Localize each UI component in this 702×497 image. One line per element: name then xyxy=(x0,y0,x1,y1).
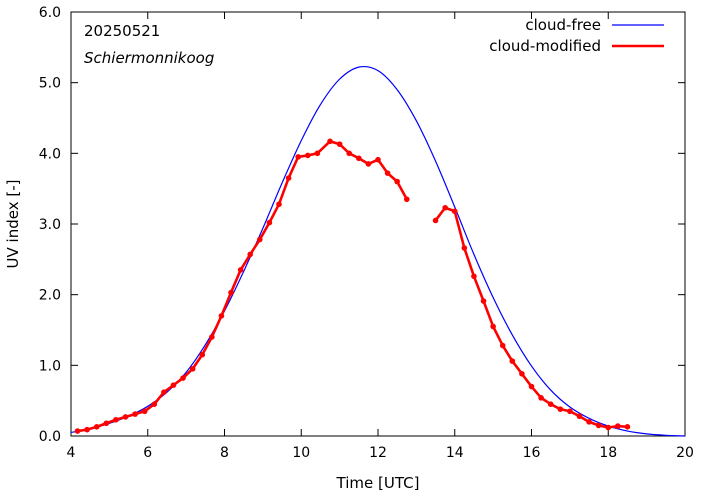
data-point-cloud-modified xyxy=(141,408,148,415)
data-point-cloud-modified xyxy=(199,351,206,358)
location-annotation: Schiermonnikoog xyxy=(84,49,214,67)
data-point-cloud-modified xyxy=(576,413,583,420)
x-tick-label: 18 xyxy=(599,445,617,461)
data-point-cloud-modified xyxy=(490,323,496,330)
plot-frame xyxy=(70,11,686,437)
data-point-cloud-modified xyxy=(538,395,544,401)
data-point-cloud-modified xyxy=(122,414,129,420)
series-line-cloud-modified xyxy=(77,140,408,433)
y-tick-label: 5.0 xyxy=(39,76,61,92)
data-point-cloud-modified xyxy=(557,406,564,412)
data-point-cloud-modified xyxy=(432,217,439,224)
y-tick-label: 1.0 xyxy=(39,358,61,374)
data-point-cloud-modified xyxy=(403,196,410,203)
data-point-cloud-modified xyxy=(586,419,592,425)
data-point-cloud-modified xyxy=(266,219,273,226)
data-point-cloud-modified xyxy=(615,423,621,429)
data-point-cloud-modified xyxy=(471,273,477,280)
data-point-cloud-modified xyxy=(304,152,311,159)
data-point-cloud-modified xyxy=(605,424,612,431)
series-line-cloud-free xyxy=(70,65,686,437)
x-tick-label: 16 xyxy=(523,445,541,461)
data-point-cloud-modified xyxy=(218,313,225,319)
data-point-cloud-modified xyxy=(356,155,362,162)
data-point-cloud-modified xyxy=(327,138,333,145)
data-point-cloud-modified xyxy=(276,201,282,208)
date-annotation: 20250521 xyxy=(84,22,160,40)
axis-ticks: 4 6 8 10 12 14 16 18 20 0.0 1.0 2.0 3.0 4.0 5.0 6.0 xyxy=(39,5,694,461)
data-point-cloud-modified xyxy=(547,401,554,408)
data-point-cloud-modified xyxy=(295,154,301,160)
legend: cloud-free cloud-modified xyxy=(489,16,664,55)
x-tick-label: 4 xyxy=(67,445,76,461)
y-tick-label: 3.0 xyxy=(39,217,61,233)
x-tick-label: 10 xyxy=(292,445,310,461)
data-point-cloud-modified xyxy=(237,267,244,273)
data-point-cloud-modified xyxy=(567,408,573,415)
data-point-cloud-modified xyxy=(595,422,602,429)
data-point-cloud-modified xyxy=(189,366,196,372)
data-point-cloud-modified xyxy=(480,298,487,304)
y-axis-label: UV index [-] xyxy=(4,180,22,269)
legend-label-cloud-free: cloud-free xyxy=(525,16,601,34)
data-point-cloud-modified xyxy=(499,342,506,349)
data-point-cloud-modified xyxy=(132,411,138,417)
data-point-cloud-modified xyxy=(375,156,381,163)
data-point-cloud-modified xyxy=(247,251,254,258)
y-tick-label: 2.0 xyxy=(39,288,61,304)
x-tick-label: 14 xyxy=(446,445,464,461)
data-point-cloud-modified xyxy=(180,375,186,381)
data-point-cloud-modified xyxy=(461,245,468,251)
data-point-cloud-modified xyxy=(365,161,372,167)
data-point-cloud-modified xyxy=(93,424,100,430)
x-axis-label: Time [UTC] xyxy=(336,474,420,492)
y-tick-label: 4.0 xyxy=(39,146,61,162)
data-point-cloud-modified xyxy=(314,150,321,157)
y-tick-label: 0.0 xyxy=(39,429,61,445)
x-tick-label: 8 xyxy=(220,445,229,461)
data-point-cloud-modified xyxy=(257,236,263,243)
x-tick-label: 12 xyxy=(369,445,387,461)
series-line-cloud-modified xyxy=(434,206,628,429)
data-point-cloud-modified xyxy=(74,428,81,434)
data-point-cloud-modified xyxy=(442,204,448,211)
x-tick-label: 6 xyxy=(143,445,152,461)
data-point-cloud-modified xyxy=(519,371,525,377)
data-point-cloud-modified xyxy=(528,383,535,390)
data-point-cloud-modified xyxy=(209,334,215,340)
series-layer xyxy=(70,65,686,437)
data-point-cloud-modified xyxy=(228,289,234,296)
data-point-cloud-modified xyxy=(84,426,90,433)
x-tick-label: 20 xyxy=(676,445,694,461)
data-point-cloud-modified xyxy=(161,389,167,395)
data-point-cloud-modified xyxy=(285,175,292,181)
data-point-cloud-modified xyxy=(103,420,110,427)
data-point-cloud-modified xyxy=(509,358,516,364)
data-point-cloud-modified xyxy=(170,382,177,388)
data-point-cloud-modified xyxy=(384,170,391,176)
data-point-cloud-modified xyxy=(113,416,119,423)
data-point-cloud-modified xyxy=(451,208,458,215)
data-point-cloud-modified xyxy=(394,178,400,185)
legend-label-cloud-modified: cloud-modified xyxy=(489,37,601,55)
data-point-cloud-modified xyxy=(346,150,353,157)
y-tick-label: 6.0 xyxy=(39,5,61,21)
data-point-cloud-modified xyxy=(151,401,158,408)
data-point-cloud-modified xyxy=(624,424,631,430)
data-point-cloud-modified xyxy=(336,141,343,147)
